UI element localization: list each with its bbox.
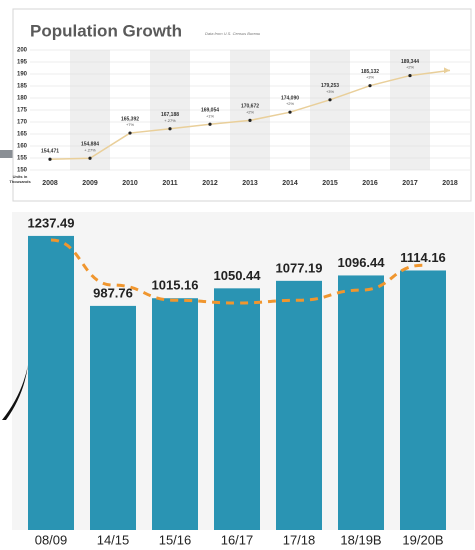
value-label: 174,090: [281, 96, 299, 102]
change-label: +.27%: [164, 118, 176, 123]
value-label: 1114.16: [400, 250, 446, 265]
y-tick-label: 180: [17, 96, 28, 102]
value-label: 1096.44: [338, 255, 386, 270]
data-point: [208, 122, 212, 126]
x-tick-label: 15/16: [159, 532, 192, 547]
x-tick-label: 08/09: [35, 532, 68, 547]
y-tick-label: 195: [17, 60, 28, 66]
change-label: +2%: [246, 109, 255, 114]
value-label: 169,054: [201, 108, 219, 114]
x-tick-label: 14/15: [97, 532, 130, 547]
y-tick-label: 170: [17, 120, 28, 126]
x-tick-label: 19/20B: [402, 532, 443, 547]
x-tick-label: 16/17: [221, 532, 254, 547]
y-tick-label: 175: [17, 108, 28, 114]
data-point: [368, 84, 372, 88]
data-point: [168, 127, 172, 131]
bar: [400, 270, 446, 530]
y-tick-label: 200: [17, 48, 28, 54]
change-label: +2%: [406, 65, 415, 70]
x-tick-label: 2018: [442, 180, 458, 187]
value-label: 167,188: [161, 112, 179, 118]
bar: [338, 275, 384, 530]
x-tick-label: 18/19B: [340, 532, 381, 547]
data-point: [248, 118, 252, 122]
change-label: +3%: [326, 89, 335, 94]
value-label: 189,344: [401, 59, 419, 65]
x-tick-label: 17/18: [283, 532, 316, 547]
bar: [90, 305, 136, 530]
y-tick-label: 150: [17, 168, 28, 174]
change-label: +3%: [366, 75, 375, 80]
x-tick-label: 2016: [362, 180, 378, 187]
y-tick-label: 185: [17, 84, 28, 90]
data-point: [328, 98, 332, 102]
change-label: +7%: [126, 122, 135, 127]
value-label: 170,672: [241, 104, 259, 110]
value-label: 154,884: [81, 142, 99, 148]
y-tick-label: 165: [17, 132, 28, 138]
change-label: +1%: [206, 113, 215, 118]
chart-subtitle: Data from U.S. Census Bureau: [205, 31, 261, 36]
change-label: +2%: [286, 101, 295, 106]
data-point: [128, 131, 132, 135]
value-label: 987.76: [93, 285, 133, 300]
x-tick-label: 2008: [42, 180, 58, 187]
y-tick-label: 155: [17, 156, 28, 162]
bar: [152, 298, 198, 530]
x-tick-label: 2015: [322, 180, 338, 187]
x-tick-label: 2011: [162, 180, 177, 187]
value-label: 179,253: [321, 83, 339, 89]
x-tick-label: 2010: [122, 180, 138, 187]
chart-title: Population Growth: [30, 21, 182, 40]
x-tick-label: 2013: [242, 180, 258, 187]
change-label: +.27%: [84, 147, 96, 152]
y-axis-label: Units in: [13, 174, 28, 179]
bar: [214, 288, 260, 530]
value-label: 1237.49: [28, 215, 75, 230]
y-tick-label: 160: [17, 144, 28, 150]
bar: [28, 235, 74, 530]
frame-edge: [0, 150, 14, 158]
trend-line: [50, 238, 424, 305]
value-label: 154,471: [41, 149, 59, 155]
x-tick-label: 2014: [282, 180, 298, 187]
x-tick-label: 2012: [202, 180, 218, 187]
x-tick-label: 2009: [82, 180, 98, 187]
bar: [276, 280, 322, 530]
data-point: [408, 73, 412, 78]
y-axis-label: Thousands: [9, 179, 31, 184]
data-point: [88, 156, 92, 160]
value-label: 165,392: [121, 116, 139, 122]
value-label: 1015.16: [152, 278, 199, 293]
arrow-head: [444, 67, 450, 74]
data-point: [48, 157, 52, 161]
y-tick-label: 190: [17, 72, 28, 78]
data-point: [288, 110, 292, 114]
value-label: 1050.44: [214, 268, 262, 283]
value-label: 185,132: [361, 69, 379, 75]
value-label: 1077.19: [276, 260, 323, 275]
x-tick-label: 2017: [402, 180, 418, 187]
